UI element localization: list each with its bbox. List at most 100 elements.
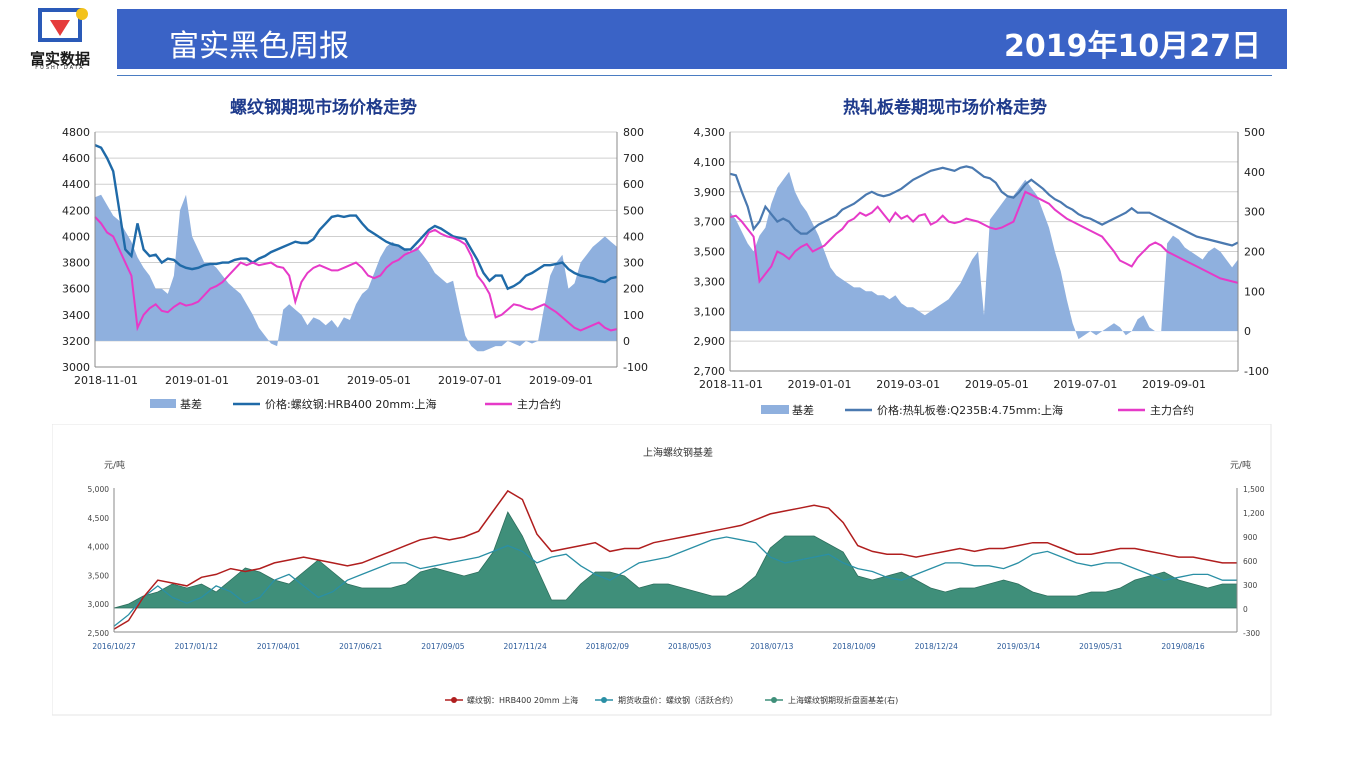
basis-area-series bbox=[730, 171, 1238, 340]
y-right-tick-label: 700 bbox=[623, 152, 644, 165]
y-right-tick-label: 200 bbox=[1244, 246, 1265, 259]
y-left-tick-label: 2,900 bbox=[694, 335, 726, 348]
legend-label-basis: 基差 bbox=[792, 403, 814, 417]
legend-label-main: 主力合约 bbox=[1150, 403, 1194, 417]
basis-area-series bbox=[95, 194, 617, 352]
y-left-tick-label: 3,900 bbox=[694, 186, 726, 199]
y-left-tick-label: 3600 bbox=[62, 283, 90, 296]
logo-mark-icon bbox=[38, 8, 88, 42]
y-right-tick-label: -100 bbox=[623, 361, 648, 374]
x-tick-label: 2019-03-01 bbox=[256, 374, 320, 387]
x-tick-label: 2019/05/31 bbox=[1079, 642, 1122, 651]
legend-swatch-basis bbox=[150, 399, 176, 408]
x-tick-label: 2018/12/24 bbox=[915, 642, 958, 651]
y-left-tick-label: 4000 bbox=[62, 230, 90, 243]
futures-line-series bbox=[113, 536, 1237, 627]
y-left-tick-label: 4,000 bbox=[88, 543, 110, 552]
y-left-tick-label: 3000 bbox=[62, 361, 90, 374]
y-left-tick-label: 4800 bbox=[62, 126, 90, 139]
y-right-tick-label: 600 bbox=[1243, 557, 1258, 566]
x-tick-label: 2017/04/01 bbox=[257, 642, 300, 651]
x-tick-label: 2019-09-01 bbox=[529, 374, 593, 387]
y-right-tick-label: 0 bbox=[1244, 325, 1251, 338]
chart-title: 上海螺纹钢基差 bbox=[643, 446, 713, 459]
y-right-tick-label: 500 bbox=[623, 204, 644, 217]
x-tick-label: 2019-01-01 bbox=[165, 374, 229, 387]
y-right-tick-label: 0 bbox=[1243, 605, 1248, 614]
main-contract-line-series bbox=[94, 216, 618, 332]
y-right-tick-label: 800 bbox=[623, 126, 644, 139]
legend-swatch-basis bbox=[761, 405, 789, 414]
legend-label-price: 价格:热轧板卷:Q235B:4.75mm:上海 bbox=[877, 403, 1063, 417]
basis-area-series bbox=[113, 511, 1238, 609]
y-left-tick-label: 3400 bbox=[62, 309, 90, 322]
x-tick-label: 2019-07-01 bbox=[438, 374, 502, 387]
x-tick-label: 2019-01-01 bbox=[788, 378, 852, 391]
y-left-unit: 元/吨 bbox=[104, 459, 125, 471]
y-right-tick-label: -100 bbox=[1244, 365, 1269, 378]
x-tick-label: 2019-03-01 bbox=[876, 378, 940, 391]
spot-line-series bbox=[113, 489, 1237, 630]
logo-text: 富实数据 bbox=[29, 50, 90, 68]
x-tick-label: 2017/09/05 bbox=[421, 642, 464, 651]
x-tick-label: 2018/07/13 bbox=[750, 642, 793, 651]
main-contract-line-series bbox=[729, 190, 1239, 284]
company-logo: 富实数据 FUSHI DATA bbox=[10, 8, 110, 71]
legend-marker-futures bbox=[601, 697, 607, 703]
y-right-tick-label: 0 bbox=[623, 335, 630, 348]
x-tick-label: 2019-05-01 bbox=[347, 374, 411, 387]
y-right-tick-label: 600 bbox=[623, 178, 644, 191]
x-tick-label: 2017/01/12 bbox=[175, 642, 218, 651]
chart-title-rebar: 螺纹钢期现市场价格走势 bbox=[230, 98, 417, 118]
y-right-tick-label: 300 bbox=[623, 257, 644, 270]
y-right-tick-label: 400 bbox=[1244, 166, 1265, 179]
x-tick-label: 2019-07-01 bbox=[1053, 378, 1117, 391]
y-left-tick-label: 3,300 bbox=[694, 275, 726, 288]
price-line-series bbox=[729, 165, 1239, 247]
y-left-tick-label: 3,700 bbox=[694, 216, 726, 229]
rebar-chart: 3000320034003600380040004200440046004800… bbox=[62, 126, 648, 411]
y-left-tick-label: 4400 bbox=[62, 178, 90, 191]
y-left-tick-label: 3,500 bbox=[694, 246, 726, 259]
y-right-tick-label: 300 bbox=[1244, 206, 1265, 219]
legend-label-futures: 期货收盘价：螺纹钢（活跃合约） bbox=[618, 695, 738, 705]
y-right-tick-label: 100 bbox=[623, 309, 644, 322]
legend-label-basis: 上海螺纹钢期现折盘面基差(右) bbox=[788, 695, 898, 705]
y-left-tick-label: 4,100 bbox=[694, 156, 726, 169]
y-left-tick-label: 4,300 bbox=[694, 126, 726, 139]
y-left-tick-label: 4,500 bbox=[88, 514, 110, 523]
y-left-tick-label: 2,700 bbox=[694, 365, 726, 378]
legend-marker-basis bbox=[771, 697, 777, 703]
legend-label-spot: 螺纹钢：HRB400 20mm 上海 bbox=[467, 695, 578, 705]
price-line-series bbox=[94, 143, 618, 291]
y-right-tick-label: 400 bbox=[623, 230, 644, 243]
y-left-tick-label: 4200 bbox=[62, 204, 90, 217]
legend-label-price: 价格:螺纹钢:HRB400 20mm:上海 bbox=[265, 397, 437, 411]
y-left-tick-label: 3,100 bbox=[694, 305, 726, 318]
x-tick-label: 2018/05/03 bbox=[668, 642, 711, 651]
legend-label-basis: 基差 bbox=[180, 397, 202, 411]
y-right-tick-label: 200 bbox=[623, 283, 644, 296]
x-tick-label: 2019-09-01 bbox=[1142, 378, 1206, 391]
x-tick-label: 2018-11-01 bbox=[699, 378, 763, 391]
legend-label-main: 主力合约 bbox=[517, 397, 561, 411]
y-left-tick-label: 3200 bbox=[62, 335, 90, 348]
hrc-chart: 2,700 2,900 3,100 3,300 3,500 3,700 3,900 4,100… bbox=[694, 126, 1269, 417]
y-left-tick-label: 3,500 bbox=[88, 571, 110, 580]
x-tick-label: 2018-11-01 bbox=[74, 374, 138, 387]
x-tick-label: 2019/03/14 bbox=[997, 642, 1040, 651]
x-tick-label: 2018/02/09 bbox=[586, 642, 629, 651]
x-tick-label: 2017/06/21 bbox=[339, 642, 382, 651]
y-right-tick-label: 300 bbox=[1243, 581, 1258, 590]
report-title: 富实黑色周报 bbox=[169, 29, 349, 64]
y-right-tick-label: 900 bbox=[1243, 533, 1258, 542]
x-tick-label: 2019/08/16 bbox=[1161, 642, 1204, 651]
y-left-tick-label: 2,500 bbox=[88, 629, 110, 638]
y-left-tick-label: 5,000 bbox=[88, 485, 110, 494]
report-date: 2019年10月27日 bbox=[1004, 29, 1261, 64]
x-tick-label: 2018/10/09 bbox=[832, 642, 875, 651]
header-banner: 富实黑色周报 2019年10月27日 bbox=[117, 9, 1287, 69]
y-right-tick-label: 100 bbox=[1244, 285, 1265, 298]
y-left-tick-label: 3,000 bbox=[88, 600, 110, 609]
